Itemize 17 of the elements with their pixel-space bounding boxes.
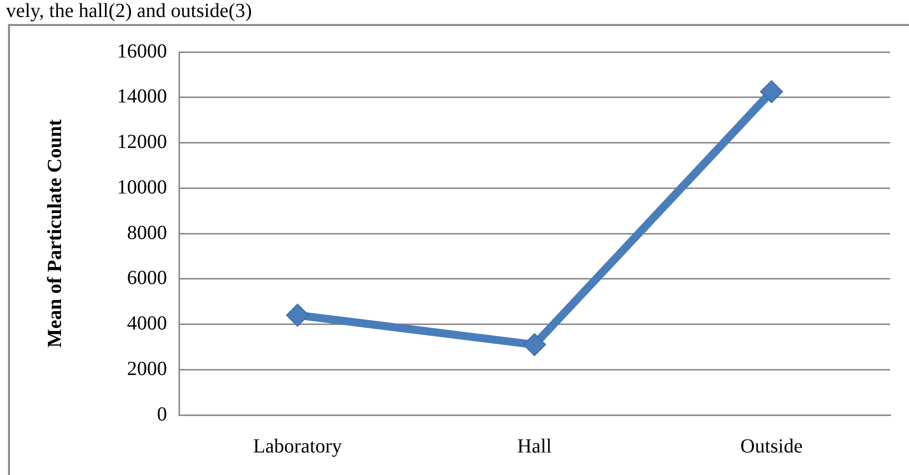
point xyxy=(286,304,309,327)
point xyxy=(523,333,546,356)
y-tick-label: 14000 xyxy=(117,86,167,108)
y-tick-label: 6000 xyxy=(127,267,167,290)
text: vely, the hall(2) and outside(3) xyxy=(6,0,252,22)
y-tick-label: 4000 xyxy=(127,312,167,334)
y-tick-label: 2000 xyxy=(127,358,167,380)
y-tick-label: 8000 xyxy=(127,222,167,244)
x-tick-label: Outside xyxy=(740,435,803,458)
y-tick-label: 16000 xyxy=(117,40,167,62)
y-tick-label: 12000 xyxy=(117,131,167,153)
point xyxy=(760,80,783,104)
y-tick-label: 0 xyxy=(157,403,167,426)
x-tick-label: Hall xyxy=(517,435,552,458)
y-tick-label: 10000 xyxy=(117,176,167,198)
x-tick-label: Laboratory xyxy=(253,435,342,458)
y-axis-title: Mean of Particulate Count xyxy=(44,119,66,348)
